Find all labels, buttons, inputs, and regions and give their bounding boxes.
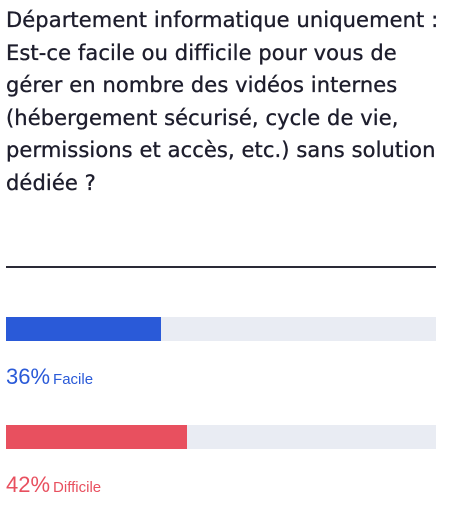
bar-track <box>6 317 436 341</box>
bar-facile <box>6 317 161 341</box>
bar-difficile <box>6 425 187 449</box>
result-facile: 36% Facile <box>6 317 436 390</box>
value-label-facile: 36% <box>6 364 51 389</box>
bar-track <box>6 425 436 449</box>
result-difficile: 42% Difficile <box>6 425 436 498</box>
caption-facile: 36% Facile <box>6 364 436 390</box>
caption-difficile: 42% Difficile <box>6 472 436 498</box>
question-text: Département informatique uniquement : Es… <box>6 8 439 195</box>
category-label-difficile: Difficile <box>53 479 102 496</box>
category-label-facile: Facile <box>53 371 94 388</box>
value-label-difficile: 42% <box>6 472 51 497</box>
divider <box>6 266 436 268</box>
